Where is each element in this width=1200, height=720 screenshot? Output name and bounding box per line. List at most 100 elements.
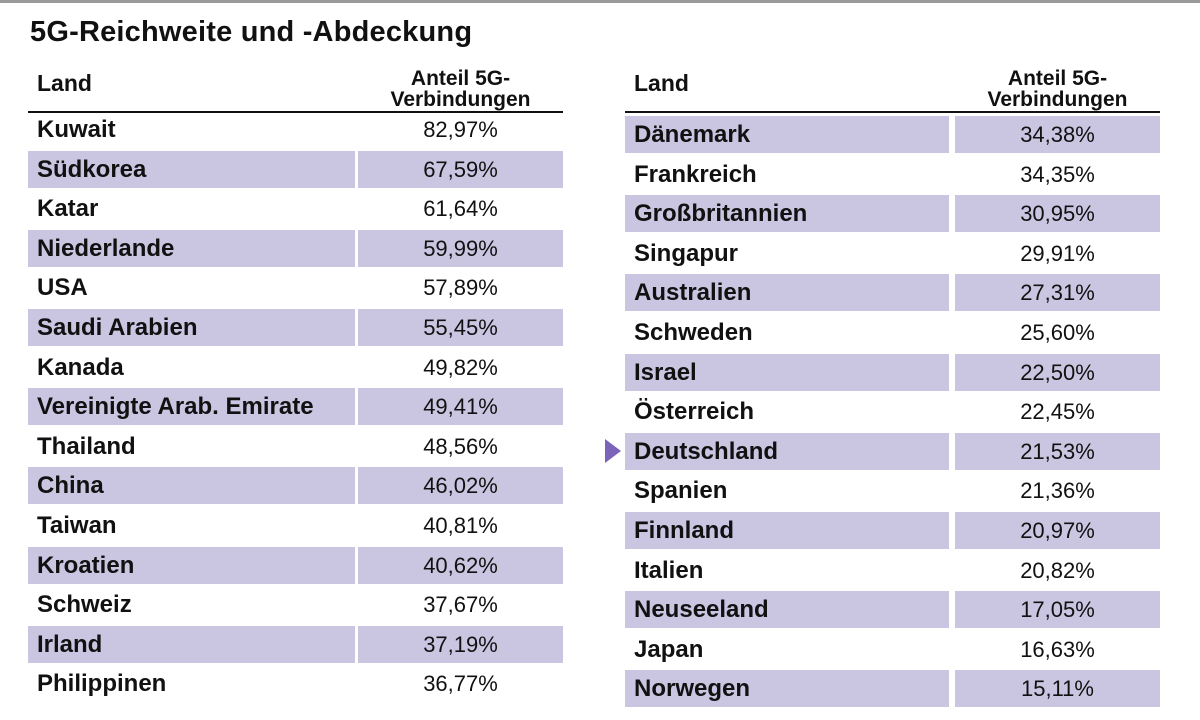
country-name: Kroatien [28, 546, 355, 584]
table-row: Finnland 20,97% [625, 512, 1160, 549]
table-row: Norwegen 15,11% [625, 670, 1160, 708]
table-row: China 46,02% [28, 467, 563, 505]
country-name: Japan [634, 635, 704, 663]
table-row: Südkorea 67,59% [28, 150, 563, 188]
country-name: Taiwan [37, 512, 117, 539]
share-value: 48,56% [423, 433, 498, 459]
table-row: USA 57,89% [28, 269, 563, 306]
table-row: Niederlande 59,99% [28, 229, 563, 267]
share-value: 21,36% [1020, 478, 1095, 504]
share-value: 22,45% [1020, 399, 1095, 425]
country-name: Frankreich [634, 160, 757, 188]
share-value: 16,63% [1020, 636, 1095, 662]
header-value-line1: Anteil 5G- [410, 67, 511, 90]
table-right: Land Anteil 5G- Verbindungen Dänemark 34,… [625, 58, 1160, 708]
share-value: 17,05% [955, 591, 1160, 629]
table-row: Kanada 49,82% [28, 349, 563, 386]
share-value: 27,31% [955, 274, 1160, 312]
share-value: 22,50% [955, 353, 1160, 391]
share-value: 37,67% [423, 592, 498, 618]
share-value: 20,97% [955, 512, 1160, 549]
country-name: Saudi Arabien [28, 309, 355, 346]
page-title: 5G-Reichweite und -Abdeckung [30, 16, 473, 48]
country-name: Singapur [634, 239, 739, 267]
table-header: Land Anteil 5G- Verbindungen [625, 58, 1160, 113]
table-row: Taiwan 40,81% [28, 507, 563, 544]
table-row: Kuwait 82,97% [28, 111, 563, 148]
share-value: 15,11% [955, 670, 1160, 708]
country-name: Finnland [625, 512, 949, 549]
country-name: Israel [625, 353, 949, 391]
share-value: 21,53% [955, 432, 1160, 470]
header-value-line1: Anteil 5G- [1007, 67, 1108, 90]
share-value: 57,89% [423, 275, 498, 301]
table-row: Katar 61,64% [28, 190, 563, 227]
country-name: Kanada [37, 353, 124, 381]
country-name: Spanien [634, 477, 728, 505]
country-name: Vereinigte Arab. Emirate [28, 388, 355, 426]
share-value: 37,19% [358, 625, 563, 663]
table-row: Vereinigte Arab. Emirate 49,41% [28, 388, 563, 426]
share-value: 61,64% [423, 196, 498, 222]
share-value: 36,77% [423, 671, 498, 697]
share-value: 40,62% [358, 546, 563, 584]
table-row: Italien 20,82% [625, 552, 1160, 589]
share-value: 55,45% [358, 309, 563, 346]
country-name: China [28, 467, 355, 505]
header-value: Anteil 5G- Verbindungen [955, 68, 1160, 110]
table-left: Land Anteil 5G- Verbindungen Kuwait 82,97… [28, 58, 563, 697]
table-row: Irland 37,19% [28, 625, 563, 663]
country-name: Deutschland [625, 432, 949, 470]
share-value: 29,91% [1020, 240, 1095, 266]
country-name: Australien [625, 274, 949, 312]
table-row: Thailand 48,56% [28, 428, 563, 465]
country-name: Philippinen [37, 670, 167, 698]
header-value: Anteil 5G- Verbindungen [358, 68, 563, 110]
table-row: Japan 16,63% [625, 631, 1160, 668]
country-name: Katar [37, 195, 99, 223]
share-value: 34,35% [1020, 161, 1095, 187]
country-name: Schweden [634, 319, 753, 346]
share-value: 59,99% [358, 229, 563, 267]
country-name: Irland [28, 625, 355, 663]
table-row: Schweden 25,60% [625, 314, 1160, 351]
country-name: Niederlande [28, 229, 355, 267]
table-row: Saudi Arabien 55,45% [28, 309, 563, 346]
country-name: Thailand [37, 432, 136, 460]
share-value: 30,95% [955, 195, 1160, 233]
country-name: Dänemark [625, 116, 949, 153]
country-name: Österreich [634, 398, 755, 426]
share-value: 20,82% [1020, 557, 1095, 583]
table-row: Deutschland 21,53% [625, 432, 1160, 470]
table-row: Australien 27,31% [625, 274, 1160, 312]
header-value-line2: Verbindungen [390, 88, 531, 111]
country-name: Italien [634, 556, 704, 584]
table-row: Philippinen 36,77% [28, 665, 563, 702]
table-row: Kroatien 40,62% [28, 546, 563, 584]
header-land: Land [37, 70, 92, 96]
table-row: Frankreich 34,35% [625, 156, 1160, 193]
table-row: Spanien 21,36% [625, 472, 1160, 509]
country-name: USA [37, 274, 88, 302]
country-name: Schweiz [37, 591, 132, 619]
header-value-line2: Verbindungen [987, 88, 1128, 111]
table-row: Österreich 22,45% [625, 393, 1160, 430]
top-rule [0, 0, 1200, 3]
country-name: Norwegen [625, 670, 949, 708]
table-row: Dänemark 34,38% [625, 116, 1160, 153]
table-row: Neuseeland 17,05% [625, 591, 1160, 629]
table-row: Singapur 29,91% [625, 235, 1160, 272]
share-value: 40,81% [423, 513, 498, 538]
table-header: Land Anteil 5G- Verbindungen [28, 58, 563, 113]
share-value: 34,38% [955, 116, 1160, 153]
share-value: 67,59% [358, 150, 563, 188]
share-value: 46,02% [358, 467, 563, 505]
header-land: Land [634, 70, 689, 96]
country-name: Neuseeland [625, 591, 949, 629]
share-value: 49,41% [358, 388, 563, 426]
share-value: 82,97% [423, 117, 498, 142]
table-row: Großbritannien 30,95% [625, 195, 1160, 233]
table-row: Israel 22,50% [625, 353, 1160, 391]
share-value: 25,60% [1020, 320, 1095, 345]
table-row: Schweiz 37,67% [28, 586, 563, 623]
